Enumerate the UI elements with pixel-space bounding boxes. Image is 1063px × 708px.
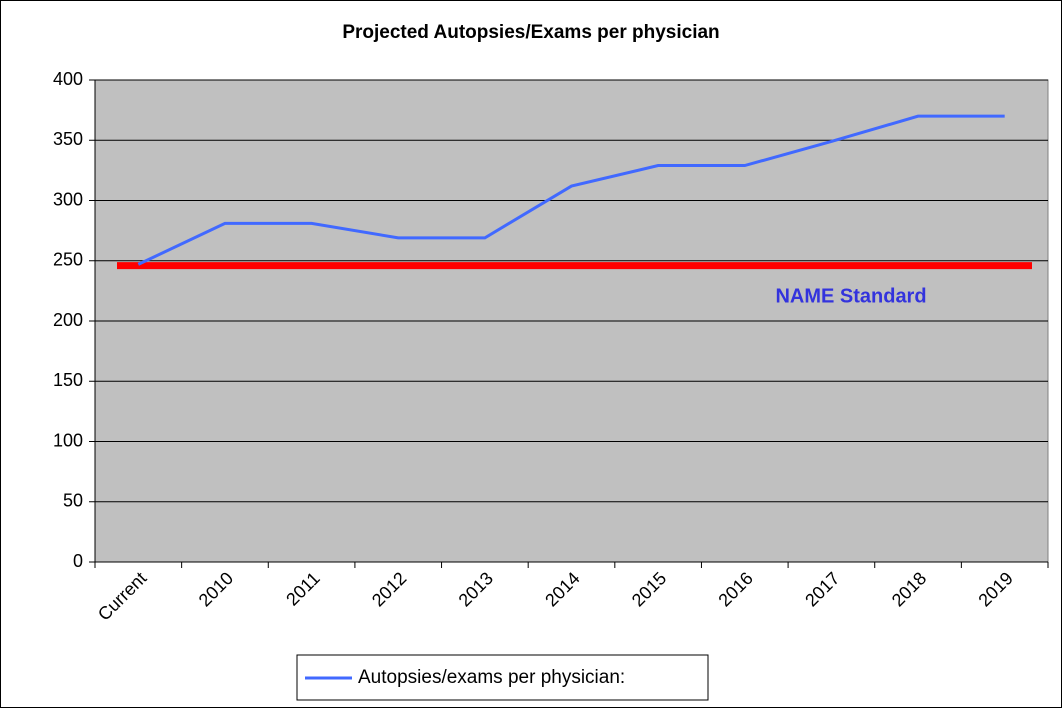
legend-label: Autopsies/exams per physician: [358,667,625,688]
y-tick-label: 350 [53,129,83,149]
reference-label: NAME Standard [775,285,926,307]
y-tick-label: 0 [73,551,83,571]
series-line [137,114,1005,266]
legend-box [296,654,709,701]
legend: Autopsies/exams per physician: [296,654,709,701]
y-tick-label: 50 [63,491,83,511]
y-tick-label: 300 [53,189,83,209]
y-tick-label: 100 [53,430,83,450]
y-tick-label: 400 [53,69,83,89]
chart-title: Projected Autopsies/Exams per physician [342,22,719,43]
y-tick-label: 200 [53,310,83,330]
y-tick-label: 250 [53,250,83,270]
y-tick-label: 150 [53,370,83,390]
